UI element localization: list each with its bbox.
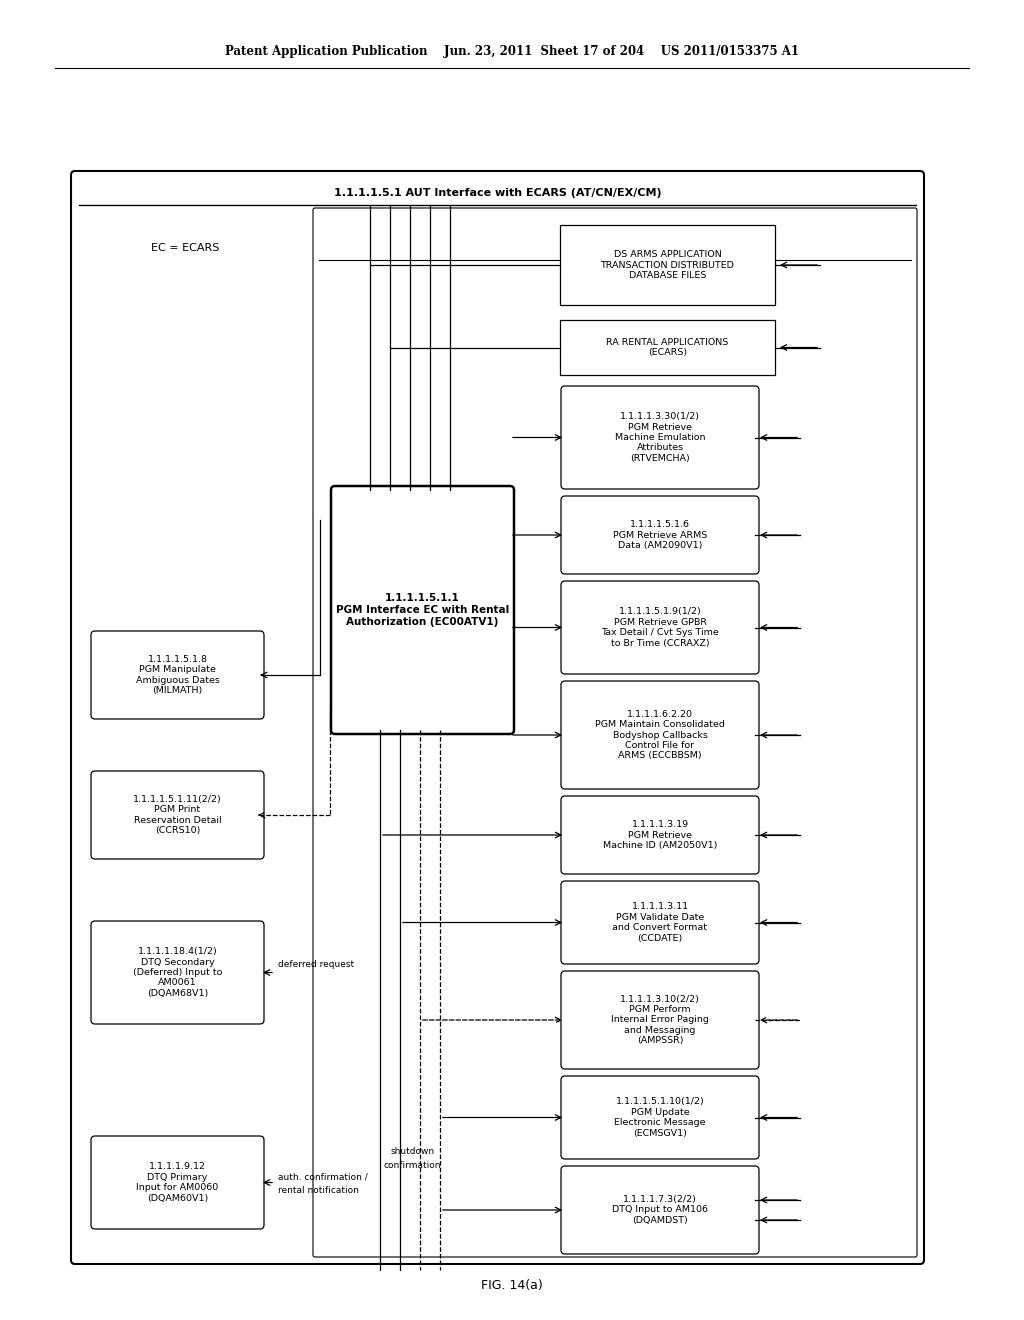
Text: EC = ECARS: EC = ECARS	[151, 243, 219, 253]
Text: 1.1.1.1.7.3(2/2)
DTQ Input to AM106
(DQAMDST): 1.1.1.1.7.3(2/2) DTQ Input to AM106 (DQA…	[612, 1195, 708, 1225]
Text: 1.1.1.1.5.1.11(2/2)
PGM Print
Reservation Detail
(CCRS10): 1.1.1.1.5.1.11(2/2) PGM Print Reservatio…	[133, 795, 222, 836]
FancyBboxPatch shape	[91, 921, 264, 1024]
FancyBboxPatch shape	[561, 681, 759, 789]
Text: auth. confirmation /: auth. confirmation /	[278, 1172, 368, 1181]
Text: 1.1.1.1.6.2.20
PGM Maintain Consolidated
Bodyshop Callbacks
Control File for
ARM: 1.1.1.1.6.2.20 PGM Maintain Consolidated…	[595, 710, 725, 760]
Text: 1.1.1.1.5.1.9(1/2)
PGM Retrieve GPBR
Tax Detail / Cvt Sys Time
to Br Time (CCRAX: 1.1.1.1.5.1.9(1/2) PGM Retrieve GPBR Tax…	[601, 607, 719, 648]
Text: Patent Application Publication    Jun. 23, 2011  Sheet 17 of 204    US 2011/0153: Patent Application Publication Jun. 23, …	[225, 45, 799, 58]
FancyBboxPatch shape	[561, 496, 759, 574]
Text: deferred request: deferred request	[278, 960, 354, 969]
Text: 1.1.1.1.5.1.8
PGM Manipulate
Ambiguous Dates
(MILMATH): 1.1.1.1.5.1.8 PGM Manipulate Ambiguous D…	[135, 655, 219, 696]
FancyBboxPatch shape	[561, 972, 759, 1069]
FancyBboxPatch shape	[561, 1076, 759, 1159]
FancyBboxPatch shape	[91, 771, 264, 859]
Bar	[560, 224, 775, 305]
Text: Deferral Notice: Deferral Notice	[578, 243, 663, 253]
Text: 1.1.1.1.5.1 AUT Interface with ECARS (AT/CN/EX/CM): 1.1.1.1.5.1 AUT Interface with ECARS (AT…	[334, 187, 662, 198]
Text: RA RENTAL APPLICATIONS
(ECARS): RA RENTAL APPLICATIONS (ECARS)	[606, 338, 729, 358]
FancyBboxPatch shape	[91, 1137, 264, 1229]
Text: 1.1.1.1.3.30(1/2)
PGM Retrieve
Machine Emulation
Attributes
(RTVEMCHA): 1.1.1.1.3.30(1/2) PGM Retrieve Machine E…	[614, 412, 706, 463]
Text: 1.1.1.1.3.10(2/2)
PGM Perform
Internal Error Paging
and Messaging
(AMPSSR): 1.1.1.1.3.10(2/2) PGM Perform Internal E…	[611, 995, 709, 1045]
Text: 1.1.1.1.9.12
DTQ Primary
Input for AM0060
(DQAM60V1): 1.1.1.1.9.12 DTQ Primary Input for AM006…	[136, 1163, 219, 1203]
Text: shutdown: shutdown	[390, 1147, 434, 1156]
Text: 1.1.1.1.18.4(1/2)
DTQ Secondary
(Deferred) Input to
AM0061
(DQAM68V1): 1.1.1.1.18.4(1/2) DTQ Secondary (Deferre…	[133, 948, 222, 998]
Text: confirmation: confirmation	[384, 1160, 441, 1170]
FancyBboxPatch shape	[561, 385, 759, 488]
Text: 1.1.1.1.5.1.6
PGM Retrieve ARMS
Data (AM2090V1): 1.1.1.1.5.1.6 PGM Retrieve ARMS Data (AM…	[613, 520, 708, 550]
Text: DS ARMS APPLICATION
TRANSACTION DISTRIBUTED
DATABASE FILES: DS ARMS APPLICATION TRANSACTION DISTRIBU…	[600, 249, 734, 280]
FancyBboxPatch shape	[561, 581, 759, 675]
Text: FIG. 14(a): FIG. 14(a)	[481, 1279, 543, 1291]
FancyBboxPatch shape	[561, 1166, 759, 1254]
Bar	[560, 319, 775, 375]
Text: 1.1.1.1.5.1.1
PGM Interface EC with Rental
Authorization (EC00ATV1): 1.1.1.1.5.1.1 PGM Interface EC with Rent…	[336, 594, 509, 627]
FancyBboxPatch shape	[561, 796, 759, 874]
Text: 1.1.1.1.3.11
PGM Validate Date
and Convert Format
(CCDATE): 1.1.1.1.3.11 PGM Validate Date and Conve…	[612, 903, 708, 942]
Text: 1.1.1.1.3.19
PGM Retrieve
Machine ID (AM2050V1): 1.1.1.1.3.19 PGM Retrieve Machine ID (AM…	[603, 820, 717, 850]
Text: rental notification: rental notification	[278, 1185, 358, 1195]
FancyBboxPatch shape	[91, 631, 264, 719]
Text: 1.1.1.1.5.1.10(1/2)
PGM Update
Electronic Message
(ECMSGV1): 1.1.1.1.5.1.10(1/2) PGM Update Electroni…	[614, 1097, 706, 1138]
FancyBboxPatch shape	[561, 880, 759, 964]
FancyBboxPatch shape	[331, 486, 514, 734]
